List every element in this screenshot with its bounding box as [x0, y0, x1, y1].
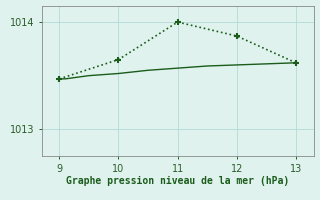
X-axis label: Graphe pression niveau de la mer (hPa): Graphe pression niveau de la mer (hPa)	[66, 176, 289, 186]
